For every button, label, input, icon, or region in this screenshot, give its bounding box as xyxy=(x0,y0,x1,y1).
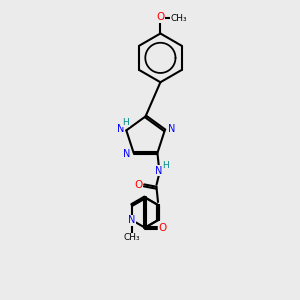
Text: N: N xyxy=(128,215,135,225)
Text: N: N xyxy=(155,166,163,176)
Text: CH₃: CH₃ xyxy=(124,233,140,242)
Text: N: N xyxy=(117,124,124,134)
Text: O: O xyxy=(158,223,166,233)
Text: H: H xyxy=(162,161,169,170)
Text: N: N xyxy=(168,124,175,134)
Text: CH₃: CH₃ xyxy=(171,14,188,22)
Text: H: H xyxy=(122,118,129,127)
Text: O: O xyxy=(156,12,164,22)
Text: O: O xyxy=(134,180,142,190)
Text: N: N xyxy=(123,148,131,159)
